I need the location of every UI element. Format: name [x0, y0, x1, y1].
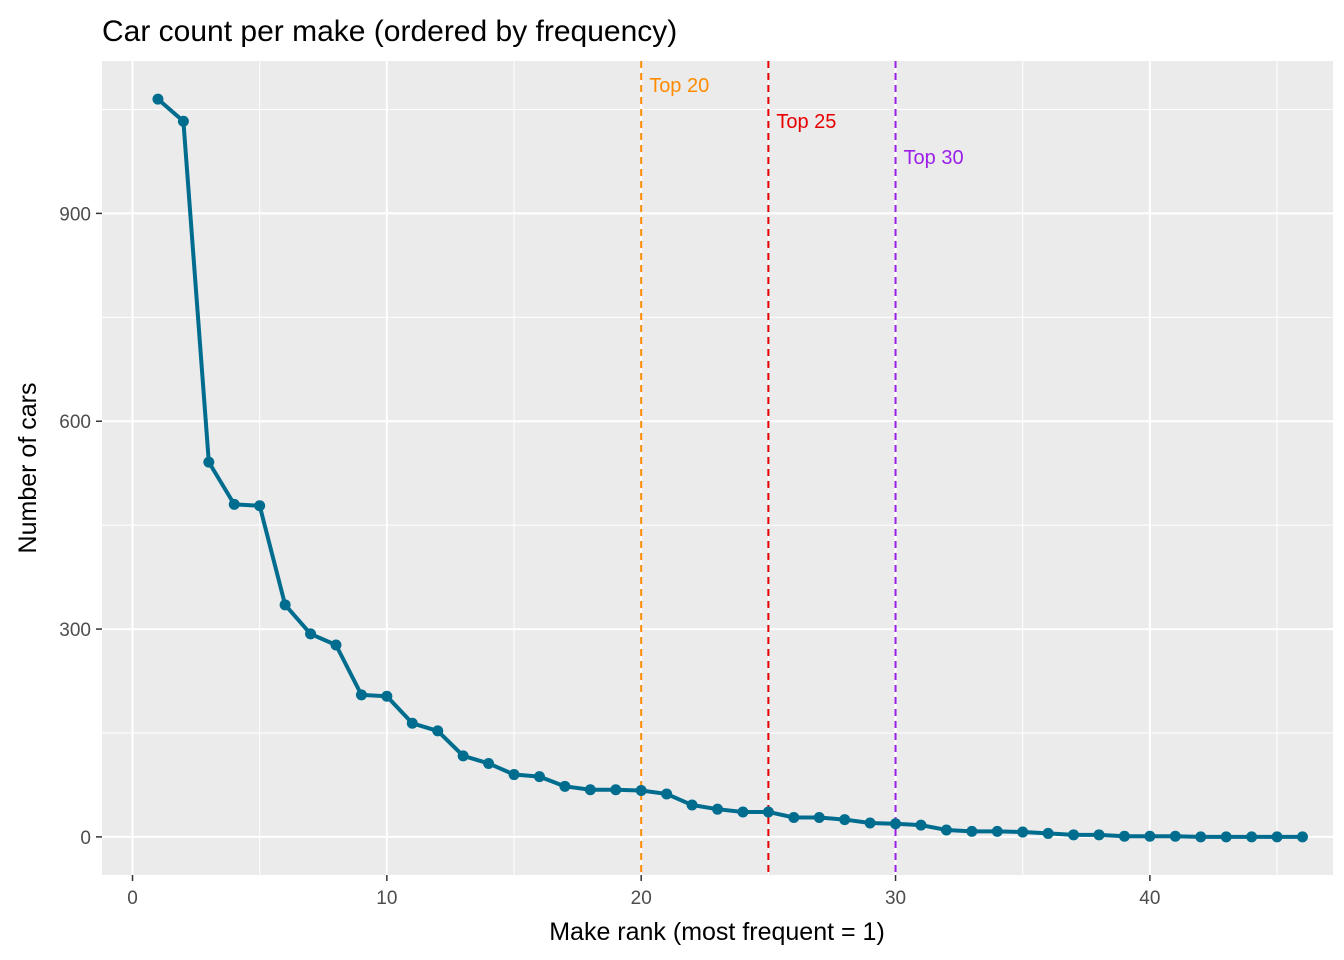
- x-tick-label: 0: [127, 888, 138, 909]
- plot-panel: [102, 61, 1333, 875]
- x-axis: 0 10 20 30 40: [127, 875, 1160, 909]
- data-point: [457, 750, 469, 762]
- data-point: [813, 812, 825, 824]
- data-point: [508, 769, 520, 781]
- x-axis-title: Make rank (most frequent = 1): [549, 918, 885, 946]
- data-point: [686, 799, 698, 811]
- data-point: [864, 817, 876, 829]
- y-tick-label: 900: [59, 204, 91, 225]
- data-point: [355, 689, 367, 701]
- reference-line-label: Top 20: [649, 75, 709, 97]
- data-point: [940, 824, 952, 836]
- data-point: [762, 806, 774, 818]
- data-point: [330, 639, 342, 651]
- data-point: [991, 825, 1003, 837]
- x-tick-label: 40: [1139, 888, 1160, 909]
- reference-line-label: Top 25: [776, 111, 836, 133]
- data-point: [737, 806, 749, 818]
- data-point: [279, 599, 291, 611]
- data-point: [661, 788, 673, 800]
- data-point: [1195, 831, 1207, 843]
- data-point: [788, 812, 800, 824]
- data-point: [610, 784, 622, 796]
- reference-lines: [640, 61, 897, 875]
- data-point: [1068, 829, 1080, 841]
- data-point: [966, 825, 978, 837]
- data-point: [381, 690, 393, 702]
- data-point: [228, 498, 240, 510]
- data-point: [254, 500, 266, 512]
- data-point: [432, 725, 444, 737]
- data-point: [635, 784, 647, 796]
- data-point: [1093, 829, 1105, 841]
- data-point: [1042, 827, 1054, 839]
- data-point: [839, 814, 851, 826]
- data-point: [1296, 831, 1308, 843]
- y-axis-title: Number of cars: [14, 383, 42, 554]
- x-tick-label: 30: [885, 888, 906, 909]
- data-point: [712, 803, 723, 815]
- series-line: [155, 97, 1305, 839]
- data-point: [177, 115, 189, 127]
- data-point: [1220, 831, 1232, 843]
- data-point: [890, 818, 902, 830]
- reference-line-labels: Top 20 Top 25 Top 30: [649, 75, 963, 169]
- data-point: [1169, 830, 1181, 842]
- data-point: [406, 717, 418, 729]
- data-point: [533, 771, 545, 783]
- data-point: [559, 780, 571, 792]
- data-point: [915, 819, 927, 831]
- x-tick-label: 20: [631, 888, 652, 909]
- data-point: [1246, 831, 1258, 843]
- y-tick-label: 0: [80, 828, 91, 849]
- chart-title: Car count per make (ordered by frequency…: [102, 15, 677, 48]
- data-point: [305, 628, 317, 640]
- x-tick-label: 10: [376, 888, 397, 909]
- data-point: [1017, 826, 1029, 838]
- data-point: [1118, 830, 1130, 842]
- y-tick-label: 600: [59, 412, 91, 433]
- data-point: [1144, 830, 1156, 842]
- data-point: [152, 93, 164, 105]
- data-point: [1271, 831, 1283, 843]
- reference-line-label: Top 30: [904, 147, 964, 169]
- data-point: [203, 456, 215, 468]
- y-axis: 0 300 600 900: [59, 204, 102, 849]
- data-series: [152, 93, 1308, 843]
- data-point: [483, 757, 495, 769]
- data-point: [584, 784, 596, 796]
- y-tick-label: 300: [59, 620, 91, 641]
